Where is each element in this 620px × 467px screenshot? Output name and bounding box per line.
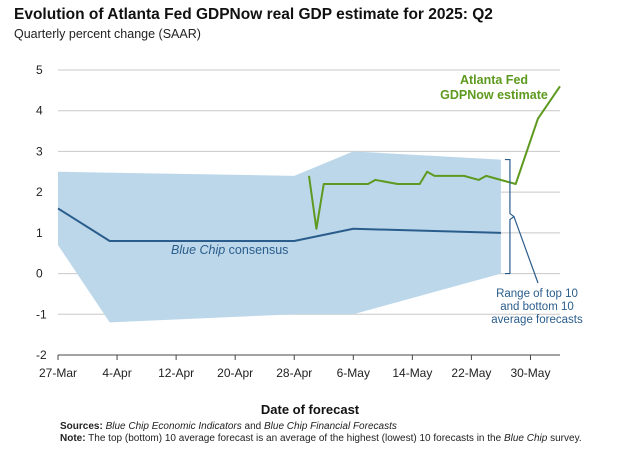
chart-subtitle: Quarterly percent change (SAAR) <box>14 27 201 41</box>
forecast-range-band <box>58 151 501 323</box>
note-blue-chip: Blue Chip <box>503 433 548 444</box>
note-end: survey. <box>550 433 582 444</box>
y-tick-label: -1 <box>36 307 47 321</box>
x-tick-label: 22-May <box>451 366 491 380</box>
y-tick-label: 0 <box>36 267 43 281</box>
x-tick-label: 4-Apr <box>102 366 131 380</box>
series-lines <box>57 85 561 242</box>
forecast-range-area <box>58 151 501 323</box>
source-2: Blue Chip Financial Forecasts <box>264 421 397 432</box>
x-tick-label: 20-Apr <box>217 366 253 380</box>
sources-and: and <box>244 421 262 432</box>
consensus-line <box>57 207 501 242</box>
source-1: Blue Chip Economic Indicators <box>105 421 242 432</box>
range-bracket <box>504 158 515 275</box>
chart-notes: Sources: Blue Chip Economic Indicators a… <box>60 421 600 445</box>
y-tick-label: 2 <box>36 185 43 199</box>
x-tick-label: 14-May <box>392 366 432 380</box>
x-tick-label: 28-Apr <box>276 366 312 380</box>
range-label: Range of top 10 <box>496 288 578 300</box>
x-tick-label: 12-Apr <box>158 366 194 380</box>
gdpnow-label: GDPNow estimate <box>440 88 548 102</box>
x-axis-label: Date of forecast <box>260 402 360 417</box>
note-line: Note: The top (bottom) 10 average foreca… <box>60 433 600 445</box>
consensus-label-rest: consensus <box>225 243 288 257</box>
y-tick-label: 4 <box>36 104 43 118</box>
gdpnow-line-chart: 5 4 3 2 1 0 -1 -2 27-Mar 4-Apr 12-Apr 20-Apr 28-Apr 6… <box>36 63 583 380</box>
chart-title: Evolution of Atlanta Fed GDPNow real GDP… <box>14 6 493 23</box>
x-tick-label: 30-May <box>510 366 550 380</box>
note-text: The top (bottom) 10 average forecast is … <box>88 433 502 444</box>
x-tick-label: 6-May <box>337 366 370 380</box>
sources-label: Sources: <box>60 421 103 432</box>
y-tick-label: 3 <box>36 144 43 158</box>
consensus-label: Blue Chip consensus <box>171 243 288 257</box>
range-callout-line <box>513 216 539 284</box>
y-tick-label: 1 <box>36 226 43 240</box>
sources-line: Sources: Blue Chip Economic Indicators a… <box>60 421 600 433</box>
axes: 5 4 3 2 1 0 -1 -2 27-Mar 4-Apr 12-Apr 20-Apr 28-Apr 6… <box>36 63 560 380</box>
gdpnow-label: Atlanta Fed <box>460 73 528 87</box>
y-tick-label: -2 <box>36 348 47 362</box>
x-tick-label: 27-Mar <box>39 366 77 380</box>
gdpnow-line <box>308 85 561 230</box>
range-label: average forecasts <box>491 314 583 326</box>
y-tick-label: 5 <box>36 63 43 77</box>
range-label: and bottom 10 <box>500 301 574 313</box>
note-label: Note: <box>60 433 86 444</box>
consensus-label-italic: Blue Chip <box>171 243 225 257</box>
